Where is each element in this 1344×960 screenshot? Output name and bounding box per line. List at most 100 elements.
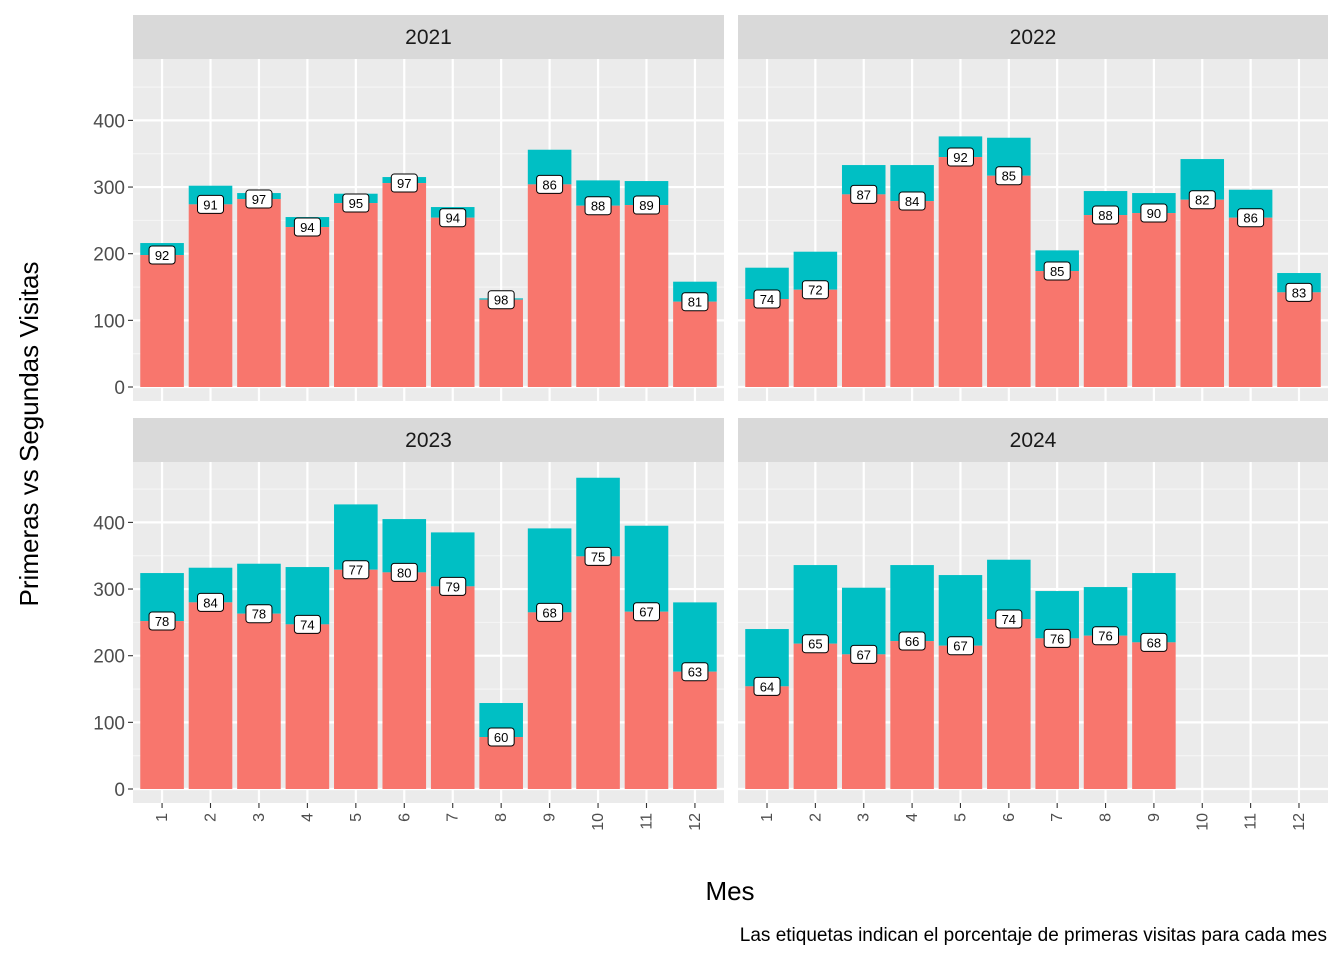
bar-primeras <box>793 643 838 789</box>
pct-label-box <box>536 602 564 622</box>
pct-label: 68 <box>1140 632 1168 652</box>
pct-label-text: 80 <box>397 565 411 580</box>
y-tick-label: 0 <box>114 780 125 801</box>
pct-label: 84 <box>898 191 926 211</box>
pct-label: 90 <box>1140 203 1168 223</box>
bar-primeras <box>1132 213 1176 387</box>
y-tick-label: 100 <box>93 311 125 332</box>
x-tick-label: 4 <box>904 813 921 822</box>
pct-label: 85 <box>995 166 1023 186</box>
bar-primeras <box>745 299 789 387</box>
pct-label: 95 <box>342 193 370 213</box>
pct-label-box <box>245 604 273 624</box>
y-tick-label: 300 <box>93 580 125 601</box>
pct-label-text: 74 <box>760 292 774 307</box>
pct-label: 92 <box>946 147 974 167</box>
pct-label: 66 <box>898 631 926 651</box>
bar-primeras <box>1132 642 1176 789</box>
bar-segundas <box>938 575 983 646</box>
pct-label-text: 82 <box>1195 193 1209 208</box>
pct-label: 88 <box>584 196 612 216</box>
pct-label-text: 67 <box>857 647 871 662</box>
pct-label-box <box>1092 626 1120 646</box>
bar-primeras <box>1083 635 1128 789</box>
bar-primeras <box>987 175 1031 387</box>
pct-label-text: 72 <box>808 283 822 298</box>
pct-label: 74 <box>293 614 321 634</box>
pct-label-box <box>197 194 225 214</box>
x-tick-label: 1 <box>154 813 171 822</box>
pct-label-text: 78 <box>155 614 169 629</box>
bar-primeras <box>140 255 184 387</box>
x-tick-label: 8 <box>493 813 510 822</box>
pct-label-box <box>1043 261 1071 281</box>
bar-primeras <box>285 227 330 387</box>
pct-label: 63 <box>681 662 709 682</box>
pct-label-box <box>584 196 612 216</box>
y-tick-label: 400 <box>93 513 125 534</box>
facet-panel-2021: 2021 92 91 97 94 95 97 94 98 86 88 89 81 <box>133 15 724 401</box>
bar-primeras <box>334 569 378 789</box>
bar-primeras <box>334 203 378 387</box>
x-tick-label: 12 <box>1291 813 1308 831</box>
pct-label-box <box>487 727 515 747</box>
bar-primeras <box>938 157 983 387</box>
facet-strip <box>738 15 1328 59</box>
x-tick-label: 7 <box>1049 813 1066 822</box>
pct-label: 83 <box>1285 282 1313 302</box>
pct-label-box <box>439 208 467 228</box>
pct-label-text: 84 <box>203 595 217 610</box>
pct-label-text: 65 <box>808 637 822 652</box>
pct-label-box <box>681 662 709 682</box>
x-tick-label: 7 <box>445 813 462 822</box>
pct-label-box <box>390 562 418 582</box>
bar-segundas <box>841 587 886 655</box>
bar-segundas <box>1132 573 1176 643</box>
bar-segundas <box>527 528 572 613</box>
bar-primeras <box>624 611 669 789</box>
bar-primeras <box>430 586 475 789</box>
pct-label-box <box>995 166 1023 186</box>
bar-primeras <box>1035 638 1079 789</box>
x-tick-label: 10 <box>1194 813 1211 831</box>
pct-label-box <box>681 292 709 312</box>
pct-label: 85 <box>1043 261 1071 281</box>
pct-label-text: 63 <box>688 665 702 680</box>
bar-primeras <box>890 641 934 789</box>
pct-label-text: 89 <box>639 198 653 213</box>
x-tick-label: 12 <box>687 813 704 831</box>
pct-label: 97 <box>245 189 273 209</box>
bar-segundas <box>745 629 789 687</box>
bar-primeras <box>1035 271 1079 387</box>
pct-label-box <box>898 631 926 651</box>
pct-label-box <box>1285 282 1313 302</box>
bar-segundas <box>987 559 1031 620</box>
pct-label-text: 81 <box>688 295 702 310</box>
pct-label-box <box>487 290 515 310</box>
pct-label-text: 88 <box>591 199 605 214</box>
pct-label: 72 <box>801 280 829 300</box>
pct-label: 60 <box>487 727 515 747</box>
pct-label-box <box>342 193 370 213</box>
pct-label: 76 <box>1092 626 1120 646</box>
pct-label-text: 74 <box>300 617 314 632</box>
pct-label-box <box>342 560 370 580</box>
bar-segundas <box>576 477 620 557</box>
pct-label-text: 85 <box>1050 264 1064 279</box>
pct-label-box <box>293 614 321 634</box>
pct-label: 75 <box>584 546 612 566</box>
bar-primeras <box>890 201 934 387</box>
bar-segundas <box>285 567 330 625</box>
x-tick-label: 3 <box>856 813 873 822</box>
pct-label: 94 <box>293 217 321 237</box>
pct-label-box <box>801 634 829 654</box>
facet-strip <box>738 418 1328 462</box>
bar-primeras <box>382 572 427 789</box>
y-tick-label: 200 <box>93 245 125 266</box>
pct-label: 88 <box>1092 205 1120 225</box>
bar-primeras <box>237 199 281 387</box>
bar-primeras <box>527 612 572 789</box>
pct-label-box <box>148 245 176 265</box>
pct-label-box <box>753 676 781 696</box>
pct-label-text: 67 <box>639 605 653 620</box>
